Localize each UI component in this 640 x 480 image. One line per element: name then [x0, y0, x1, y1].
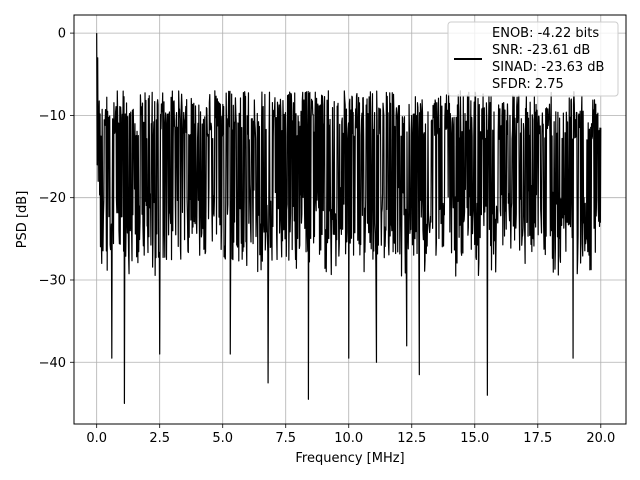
- y-axis-ticks: 0 −10 −20 −30 −40: [39, 27, 74, 371]
- x-tick-label: 15.0: [460, 431, 489, 446]
- psd-series-line: [96, 33, 602, 405]
- x-tick-label: 5.0: [212, 431, 233, 446]
- x-tick-label: 12.5: [397, 431, 426, 446]
- legend-entry-enob: ENOB: -4.22 bits: [492, 26, 599, 41]
- legend-box: [447, 21, 619, 97]
- y-tick-label: −10: [39, 109, 66, 124]
- x-axis-ticks: 0.0 2.5 5.0 7.5 10.0 12.5 15.0 17.5 20.0: [86, 424, 615, 446]
- y-tick-label: 0: [58, 27, 66, 42]
- x-tick-label: 7.5: [275, 431, 296, 446]
- plot-frame: [73, 14, 627, 425]
- x-axis-label: Frequency [MHz]: [295, 451, 404, 466]
- y-tick-label: −40: [39, 356, 66, 371]
- x-tick-label: 2.5: [149, 431, 170, 446]
- x-tick-label: 10.0: [334, 431, 363, 446]
- legend: ENOB: -4.22 bits SNR: -23.61 dB SINAD: -…: [447, 21, 619, 97]
- series-layer: [96, 33, 602, 405]
- legend-entry-sinad: SINAD: -23.63 dB: [492, 60, 604, 75]
- y-axis-label: PSD [dB]: [15, 191, 30, 249]
- legend-entry-snr: SNR: -23.61 dB: [492, 43, 590, 58]
- x-tick-label: 20.0: [586, 431, 615, 446]
- x-tick-label: 0.0: [86, 431, 107, 446]
- legend-entry-sfdr: SFDR: 2.75: [492, 77, 564, 92]
- y-tick-label: −30: [39, 273, 66, 288]
- x-tick-label: 17.5: [523, 431, 552, 446]
- y-tick-label: −20: [39, 191, 66, 206]
